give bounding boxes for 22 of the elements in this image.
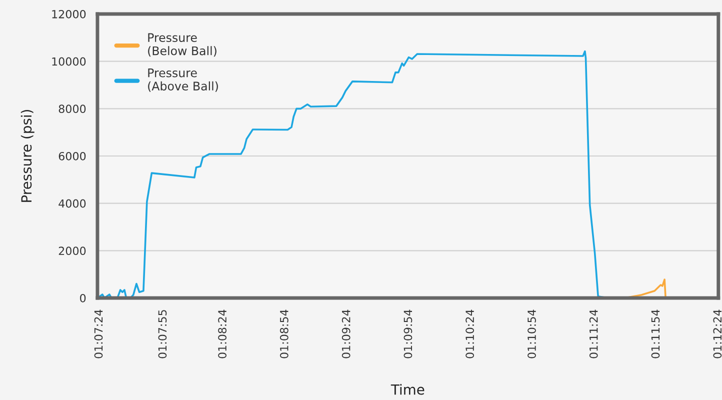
x-tick-label: 01:07:24 — [94, 310, 103, 358]
x-tick-label: 01:10:24 — [466, 310, 474, 358]
legend-label: Pressure (Below Ball) — [148, 33, 216, 57]
legend-label: Pressure (Above Ball) — [148, 68, 218, 92]
y-axis-title: Pressure (psi) — [20, 110, 34, 202]
y-tick-label: 2000 — [58, 246, 86, 256]
x-tick-label: 01:11:54 — [651, 310, 660, 358]
y-tick-label: 12000 — [52, 10, 86, 18]
x-tick-label: 01:12:24 — [713, 310, 722, 358]
y-tick-label: 0 — [80, 294, 86, 302]
x-tick-label: 01:09:24 — [342, 310, 350, 358]
x-axis-title: Time — [390, 384, 424, 395]
x-tick-label: 01:08:24 — [218, 310, 226, 358]
y-tick-label: 10000 — [52, 57, 86, 66]
x-tick-label: 01:08:54 — [280, 310, 288, 358]
x-tick-label: 01:10:54 — [528, 310, 536, 358]
x-tick-label: 01:07:55 — [158, 310, 167, 358]
y-tick-label: 6000 — [58, 152, 86, 160]
y-tick-label: 8000 — [58, 104, 86, 114]
x-tick-label: 01:09:54 — [404, 310, 412, 358]
x-tick-label: 01:11:24 — [589, 310, 598, 358]
y-tick-label: 4000 — [58, 199, 86, 208]
